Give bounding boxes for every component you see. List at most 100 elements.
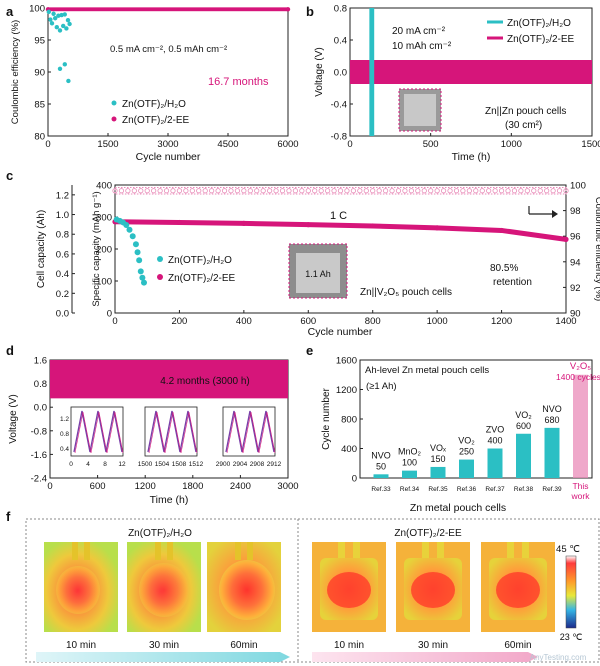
panel-c-ce-point — [215, 188, 221, 194]
panel-d-y-tick-label: -2.4 — [31, 474, 47, 485]
panel-e-y-tick-label: 800 — [341, 415, 357, 426]
panel-c-ce-point — [408, 188, 414, 194]
panel-d-inset-y-tick: 1.2 — [60, 416, 69, 423]
panel-e-material: VO₂ — [515, 410, 532, 420]
panel-c-ce-point — [447, 188, 453, 194]
panel-c-ce-point — [144, 188, 150, 194]
panel-b-cell-area: (30 cm²) — [505, 120, 542, 131]
panel-c-ce-point — [479, 188, 485, 194]
panel-f-thermal-2ee-1 — [312, 542, 386, 632]
panel-b-y-tick-label: -0.4 — [331, 100, 347, 111]
panel-f-thermal-h2o-2 — [127, 542, 201, 632]
panel-c-2ee-point — [498, 227, 505, 234]
panel-b-pouch-photo-inner — [404, 94, 436, 126]
panel-f-scale-min: 23 ℃ — [560, 632, 583, 642]
panel-b-x-tick-label: 500 — [423, 139, 439, 150]
panel-d-inset-curve-2 — [226, 411, 276, 454]
panel-a-h2o-point — [53, 16, 58, 21]
panel-e-bar — [516, 433, 531, 478]
panel-f-thermal-h2o-1 — [44, 542, 118, 632]
panel-label-e: e — [306, 343, 313, 358]
panel-f-hotspot — [56, 566, 100, 614]
panel-c-cell-label: Zn||V₂O₅ pouch cells — [360, 287, 452, 298]
panel-d-inset-y-tick: 0.4 — [60, 446, 69, 453]
panel-a-condition: 0.5 mA cm⁻², 0.5 mAh cm⁻² — [110, 44, 227, 55]
panel-c-h2o-point — [139, 274, 146, 281]
panel-b-cell-label: Zn||Zn pouch cells — [485, 106, 566, 117]
panel-e-material: NVO — [542, 404, 562, 414]
panel-c-cell-tick-label: 0.0 — [56, 309, 69, 320]
panel-d-ylabel: Voltage (V) — [8, 394, 19, 443]
panel-e-material: ZVO — [486, 425, 505, 435]
panel-d-y-tick-label: -0.8 — [31, 426, 47, 437]
panel-c-2ee-point — [434, 225, 440, 231]
panel-d-duration: 4.2 months (3000 h) — [160, 376, 250, 387]
panel-f-hotspot — [219, 560, 275, 620]
panel-a-h2o-point — [48, 17, 53, 22]
panel-e-bar — [402, 470, 417, 478]
panel-d-xlabel: Time (h) — [150, 494, 189, 506]
panel-c-ce-point — [183, 188, 189, 194]
panel-c-y-tick-label: 200 — [96, 245, 112, 256]
panel-c-inset-label: 1.1 Ah — [305, 269, 331, 279]
panel-c-h2o-point — [132, 241, 139, 248]
panel-e-bar — [373, 474, 389, 478]
panel-a-h2o-point — [66, 78, 71, 84]
panel-f-tab — [235, 542, 241, 560]
panel-d-inset-x-tick: 2912 — [267, 461, 282, 468]
panel-b-xlabel: Time (h) — [452, 151, 491, 163]
panel-b-x-tick-label: 1000 — [501, 139, 522, 150]
panel-a-legend-marker-2ee — [111, 116, 117, 122]
panel-c-2ee-point — [305, 222, 311, 228]
panel-e-ylabel: Cycle number — [321, 387, 332, 449]
panel-f-scale-max: 45 ℃ — [556, 544, 580, 555]
panel-c-ce-point — [402, 188, 408, 194]
panel-c-xlabel: Cycle number — [308, 326, 373, 338]
panel-c-ce-point — [202, 188, 208, 194]
panel-c-h2o-point — [126, 226, 133, 233]
panel-c-cell-tick-label: 1.0 — [56, 210, 69, 221]
panel-d-inset-x-tick: 8 — [103, 461, 107, 468]
panel-f-left-time: 10 min — [66, 640, 96, 651]
panel-d-x-tick-label: 600 — [90, 481, 106, 492]
panel-c-h2o-point — [140, 279, 147, 286]
panel-f-tab — [72, 542, 78, 560]
panel-f-tab — [167, 542, 173, 560]
panel-c-retention-value: 80.5% — [490, 263, 518, 274]
panel-d-x-tick-label: 1200 — [135, 481, 156, 492]
panel-c-ce-point — [221, 188, 228, 194]
panel-c-rate: 1 C — [330, 210, 347, 222]
panel-d-inset-x-tick: 0 — [69, 461, 73, 468]
panel-a-x-tick-label: 3000 — [157, 139, 178, 150]
panel-e-category: Ref.35 — [428, 486, 448, 493]
panel-c-ce-point — [505, 188, 511, 194]
panel-c-retention-word: retention — [493, 277, 532, 288]
panel-c-ce-point — [370, 188, 376, 194]
panel-f-tab — [353, 542, 360, 558]
panel-f-tab — [338, 542, 345, 558]
panel-a-h2o-point — [62, 12, 67, 17]
panel-c-cell-tick-label: 0.8 — [56, 230, 69, 241]
panel-a-x-tick-label: 4500 — [217, 139, 238, 150]
panel-d-inset-x-tick: 2904 — [233, 461, 248, 468]
panel-a-x-tick-label: 6000 — [277, 139, 298, 150]
panel-d-inset-x-tick: 1500 — [138, 461, 153, 468]
panel-c-right-tick-label: 94 — [570, 257, 581, 268]
panel-c-ce-point — [189, 188, 195, 194]
panel-d-y-tick-label: -1.6 — [31, 450, 47, 461]
panel-c-ce-point — [492, 188, 498, 194]
panel-c-ce-point — [151, 188, 157, 194]
panel-f-time-arrow-2ee — [312, 652, 538, 662]
panel-f-hotspot — [327, 572, 371, 608]
panel-c-legend-marker-h2o — [157, 256, 163, 262]
panel-c-ce-point — [337, 188, 344, 194]
panel-c-arrow-head — [552, 210, 558, 218]
panel-c-ce-point — [273, 188, 279, 194]
panel-e-material: NVO — [371, 450, 391, 460]
panel-c-x-tick-label: 200 — [171, 316, 187, 327]
panel-c-ce-point — [292, 188, 298, 194]
panel-d-inset-curve — [147, 410, 197, 453]
panel-c-right-tick-label: 92 — [570, 283, 581, 294]
panel-a-h2o-point — [57, 28, 63, 33]
panel-e-category: Ref.36 — [457, 486, 477, 493]
